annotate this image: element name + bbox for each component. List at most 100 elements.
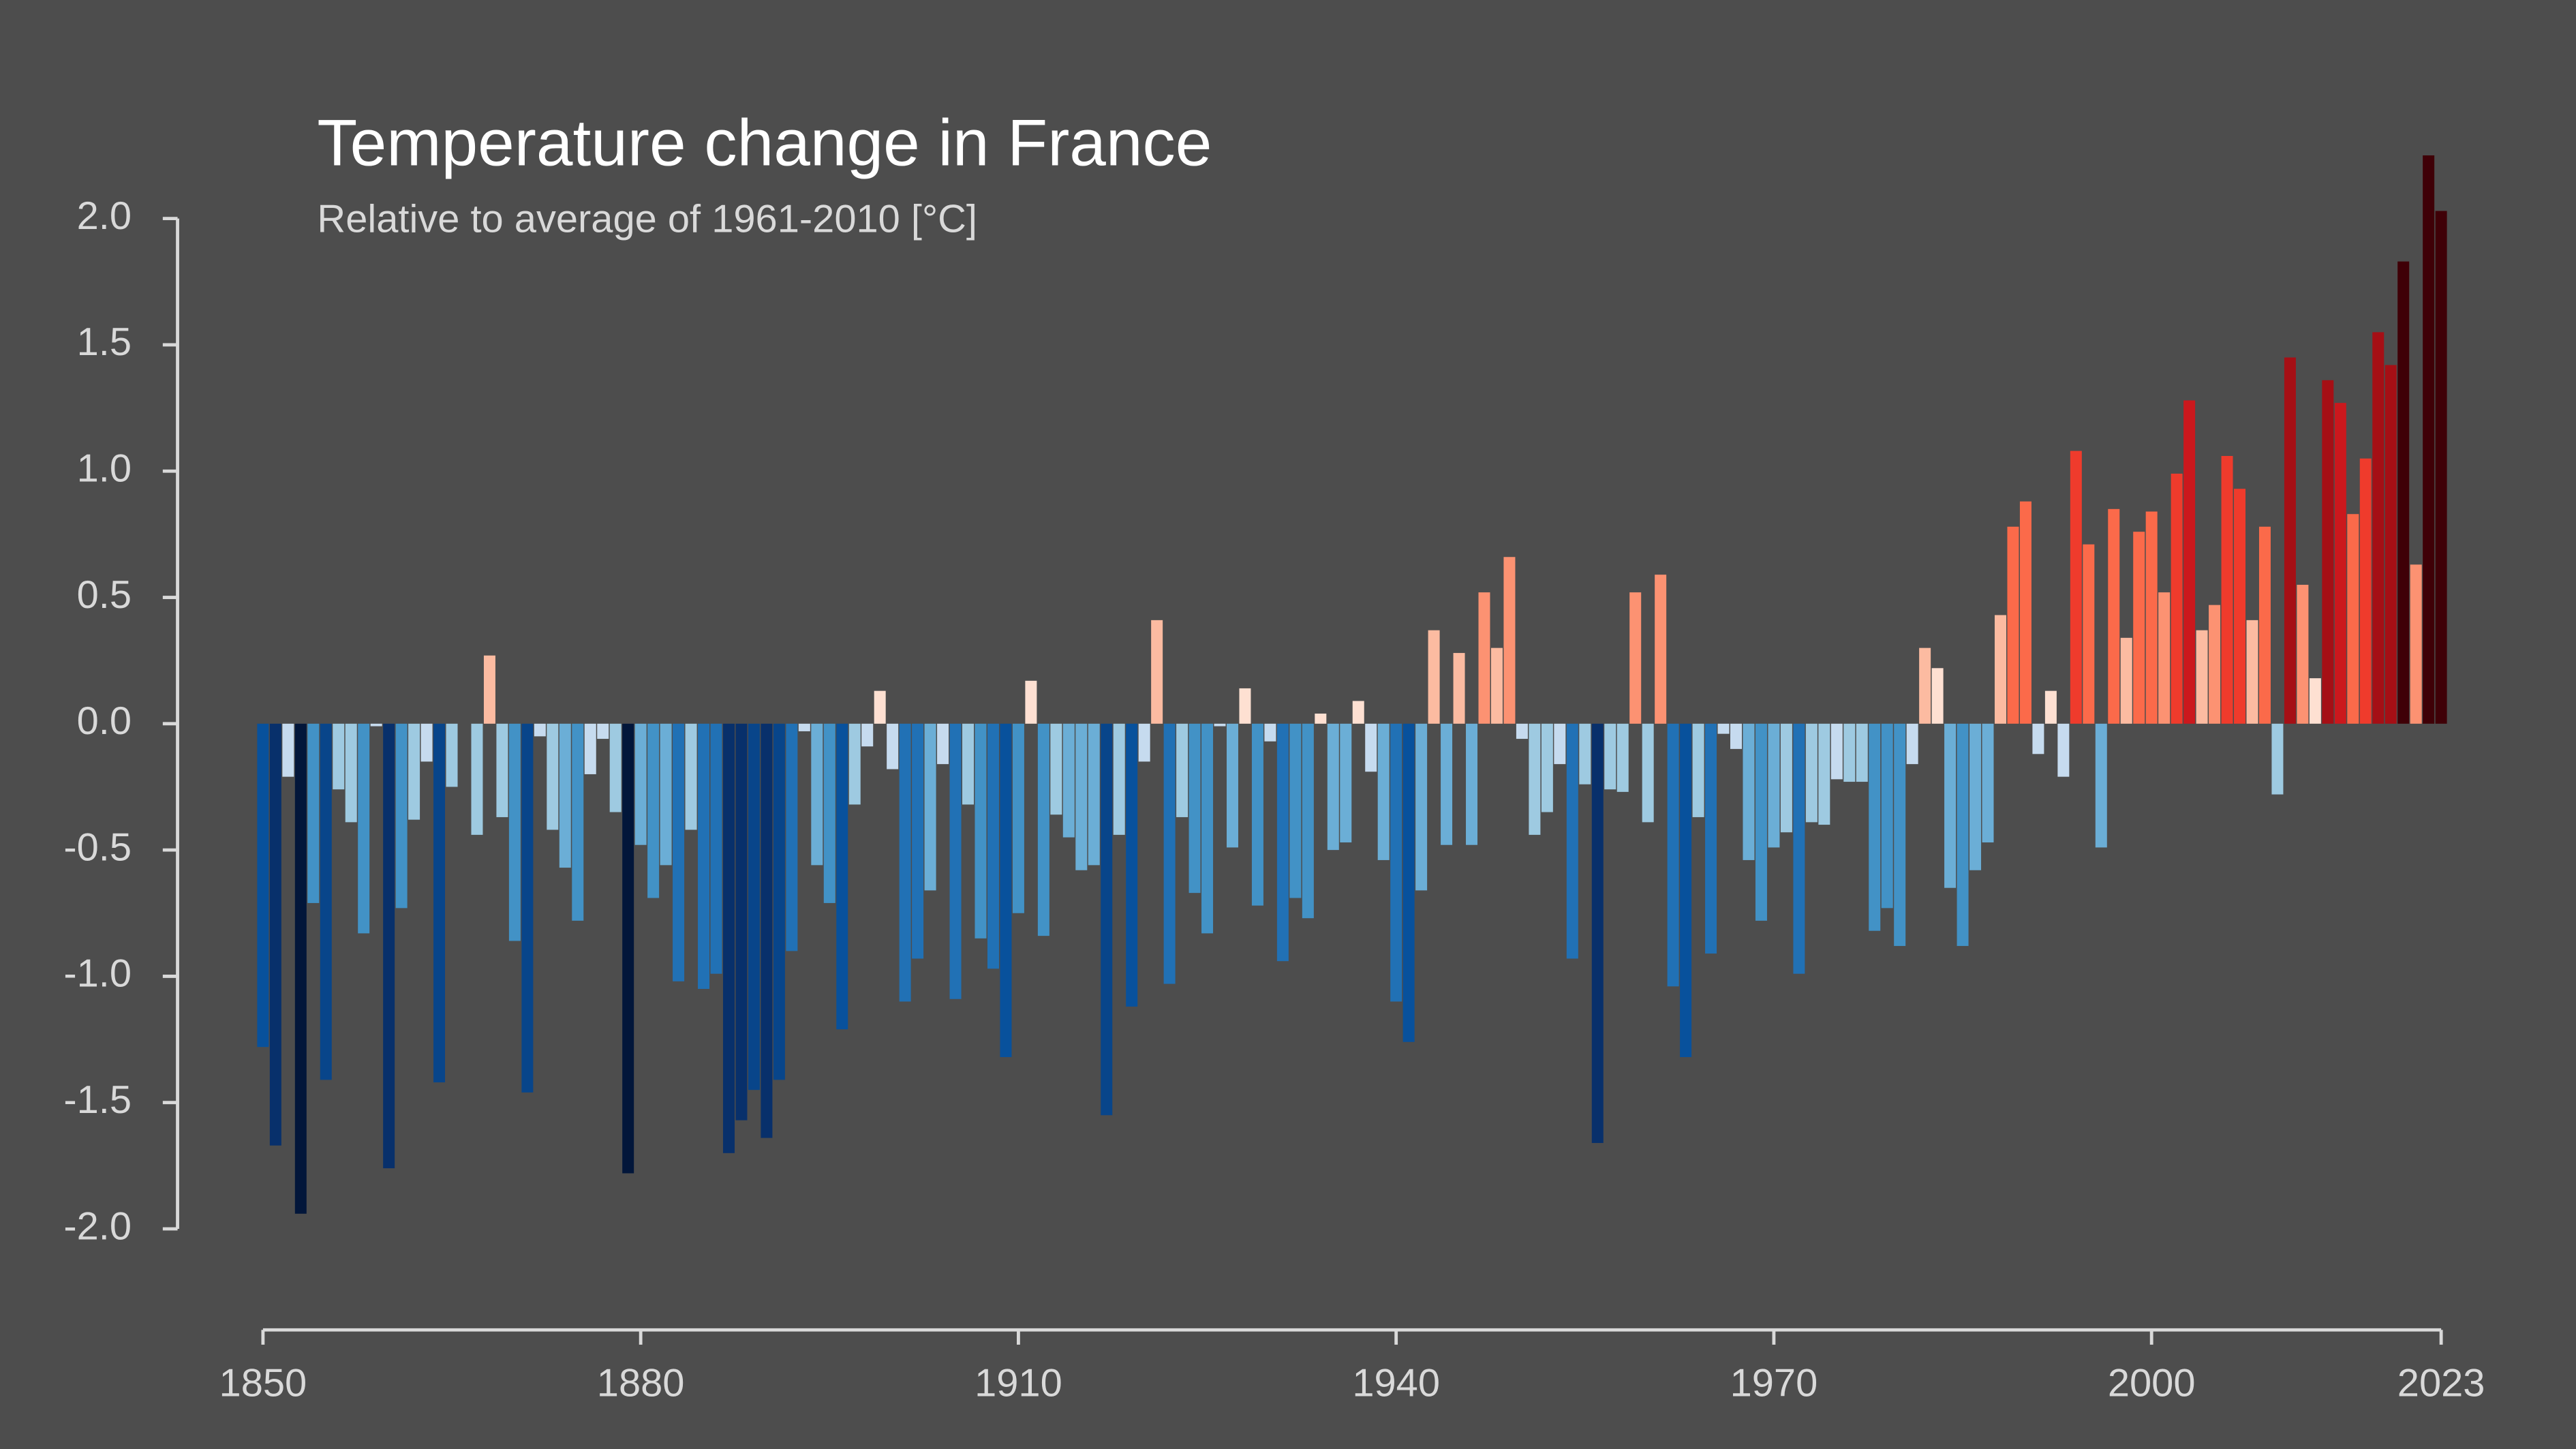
bar [1629, 592, 1642, 724]
bar [2423, 155, 2435, 724]
bar [1969, 723, 1982, 870]
bar [1201, 723, 1214, 934]
bar [269, 723, 281, 1146]
bar [1516, 723, 1528, 739]
bar [823, 723, 835, 903]
bar [836, 723, 848, 1030]
bar [333, 723, 345, 790]
chart-title: Temperature change in France [317, 106, 1212, 179]
bar [899, 723, 911, 1002]
bar [320, 723, 332, 1080]
bar [1680, 723, 1692, 1058]
bar [660, 723, 672, 866]
bar [2271, 723, 2284, 795]
bar [1705, 723, 1717, 954]
bar [1692, 723, 1704, 817]
bar [471, 723, 483, 835]
bar [761, 723, 773, 1138]
bar [572, 723, 584, 921]
bar [597, 723, 609, 739]
bar [1289, 723, 1302, 898]
bar [924, 723, 936, 891]
bar [1906, 723, 1918, 765]
bar [949, 723, 962, 999]
y-tick-label: 1.0 [77, 447, 132, 491]
bar [1113, 723, 1125, 835]
bar [987, 723, 999, 969]
x-tick-label: 1910 [975, 1361, 1062, 1405]
bar [446, 723, 458, 787]
bar [1163, 723, 1176, 984]
bar [294, 723, 307, 1214]
bar [282, 723, 294, 777]
bar [786, 723, 798, 951]
x-tick-label: 1970 [1730, 1361, 1818, 1405]
bar [1994, 615, 2006, 724]
bar [1566, 723, 1578, 959]
y-tick-label: 0.5 [77, 573, 132, 617]
bar [1843, 723, 1856, 782]
x-tick-label: 2023 [2397, 1361, 2485, 1405]
bar [1428, 630, 1440, 724]
bar [975, 723, 987, 939]
bar [2019, 501, 2031, 724]
bar [887, 723, 899, 769]
bar [395, 723, 408, 909]
bar [1365, 723, 1377, 772]
bar [2372, 332, 2385, 724]
bar [2095, 723, 2107, 848]
bar [584, 723, 596, 774]
bar [1327, 723, 1339, 851]
bar [1151, 620, 1163, 724]
bar [1616, 723, 1629, 792]
bar [420, 723, 433, 762]
chart-subtitle: Relative to average of 1961-2010 [°C] [317, 198, 977, 241]
bar [1415, 723, 1428, 891]
y-tick-label: -1.5 [63, 1078, 132, 1122]
bar [1919, 647, 1931, 724]
bar [1302, 723, 1314, 919]
bar [2007, 526, 2019, 724]
bar [861, 723, 874, 747]
bar [2385, 365, 2397, 724]
bar [1529, 723, 1541, 835]
bar [1453, 653, 1465, 724]
bar [2309, 678, 2321, 724]
bar [508, 723, 521, 941]
bar [874, 690, 886, 724]
bar [2234, 489, 2246, 724]
bar [1062, 723, 1075, 838]
bar [1377, 723, 1390, 860]
bar [1315, 714, 1327, 724]
bar [1642, 723, 1654, 823]
bar [722, 723, 735, 1153]
bar [2196, 630, 2208, 724]
bar [1478, 592, 1490, 724]
y-tick-label: 2.0 [77, 194, 132, 238]
bar [937, 723, 949, 765]
bar [433, 723, 446, 1083]
bar [634, 723, 647, 845]
bar [748, 723, 760, 1090]
bar [1793, 723, 1805, 974]
bar [2044, 690, 2057, 724]
bar [1579, 723, 1591, 784]
bar [2209, 605, 2221, 724]
bar [2258, 526, 2271, 724]
bar [257, 723, 269, 1048]
x-tick-label: 1940 [1352, 1361, 1440, 1405]
y-tick-label: 1.5 [77, 320, 132, 364]
bar [1000, 723, 1012, 1058]
bar [1025, 680, 1037, 724]
bar [685, 723, 697, 830]
bar [912, 723, 924, 959]
bar [2347, 514, 2359, 724]
bar [1541, 723, 1553, 812]
bar [1818, 723, 1830, 825]
bar [2334, 403, 2346, 724]
bar [2057, 723, 2070, 777]
bar [1554, 723, 1566, 765]
bar [1075, 723, 1088, 870]
bar [1830, 723, 1843, 780]
